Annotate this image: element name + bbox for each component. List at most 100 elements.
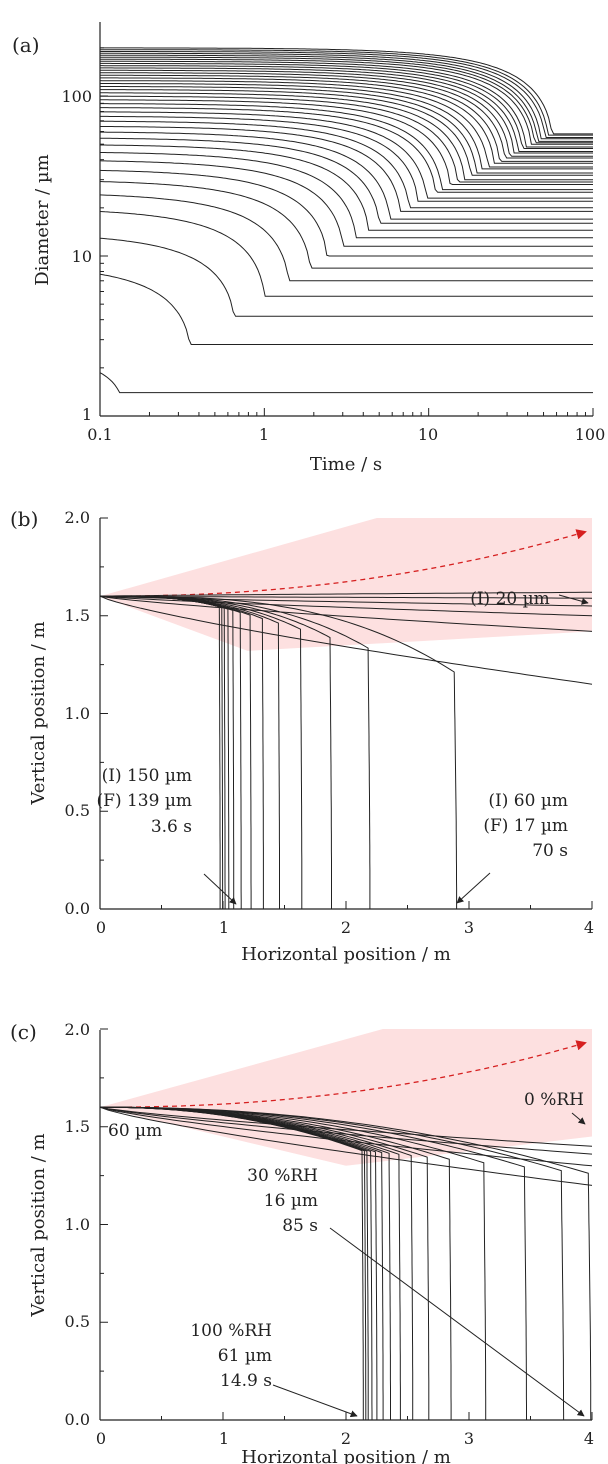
diameter-curve (99, 273, 593, 345)
diameter-curve (100, 69, 593, 157)
y-tick-label: 0.5 (65, 801, 90, 820)
y-tick-label: 1.5 (65, 606, 90, 625)
x-tick-label: 0 (96, 1429, 106, 1448)
panel-a-ticks (99, 47, 594, 417)
diameter-curve (100, 67, 593, 154)
diameter-curve (100, 111, 593, 199)
x-tick-label: 1 (219, 1429, 229, 1448)
jet-centerline (100, 529, 587, 597)
x-tick-label: 2 (341, 918, 351, 937)
annotation-arrow (456, 872, 491, 904)
annotation-arrow (571, 1112, 586, 1125)
x-tick-label: 10 (418, 425, 438, 444)
diameter-curve (100, 107, 593, 193)
panel-a-label: (a) (12, 33, 40, 57)
panel-b-ticks (99, 517, 593, 910)
trajectory-airborne (99, 1106, 593, 1147)
diameter-curve (100, 115, 593, 202)
trajectory-airborne (99, 595, 593, 632)
panel-a-plot (99, 47, 593, 394)
y-tick-label: 100 (61, 87, 92, 106)
trajectory (100, 595, 235, 909)
x-tick-label: 4 (584, 1429, 594, 1448)
trajectory (100, 595, 224, 909)
panel-b: (b) 0.0 0.5 1.0 1.5 2.0 0 1 2 3 4 Horizo… (10, 507, 594, 965)
y-tick-label: 1.0 (65, 1215, 90, 1234)
annotation-60um-time: 70 s (532, 841, 568, 861)
y-tick-label: 2.0 (65, 1020, 90, 1039)
x-tick-label: 3 (464, 918, 474, 937)
annotation-60um-initial: (I) 60 µm (488, 791, 568, 811)
x-tick-label: 1 (259, 425, 269, 444)
annotation-arrow (558, 594, 589, 605)
annotation-30rh-size: 16 µm (264, 1191, 318, 1211)
trajectory (100, 595, 458, 909)
diameter-curve (100, 52, 593, 140)
diameter-curve (100, 72, 593, 159)
panel-a-axes (99, 22, 593, 417)
diameter-curve (99, 211, 593, 297)
annotation-150um-final: (F) 139 µm (97, 791, 192, 811)
y-tick-label: 2.0 (65, 508, 90, 527)
diameter-curve (99, 120, 593, 209)
annotation-0rh: 0 %RH (524, 1090, 584, 1110)
diameter-curve (100, 77, 593, 164)
diameter-curve (100, 92, 593, 181)
trajectory-airborne (99, 1106, 593, 1155)
annotation-100rh-size: 61 µm (218, 1346, 272, 1366)
annotation-150um-time: 3.6 s (151, 817, 192, 837)
x-tick-label: 2 (341, 1429, 351, 1448)
diameter-curve (99, 80, 593, 168)
jet-region (100, 1029, 592, 1166)
y-tick-label: 1 (82, 405, 92, 424)
y-tick-label: 0.5 (65, 1312, 90, 1331)
diameter-curve (100, 74, 593, 162)
x-axis-label: Time / s (310, 454, 382, 475)
y-axis-label: Vertical position / m (28, 1133, 49, 1317)
diameter-curve (100, 89, 593, 176)
trajectory-airborne (99, 591, 592, 597)
x-tick-label: 100 (575, 425, 606, 444)
annotation-60um-final: (F) 17 µm (483, 816, 568, 836)
x-axis-label: Horizontal position / m (241, 1447, 451, 1464)
annotation-60um: 60 µm (108, 1121, 162, 1141)
diameter-curve (100, 47, 593, 135)
diameter-curve (100, 103, 593, 191)
annotation-150um-initial: (I) 150 µm (102, 766, 192, 786)
annotation-arrow (203, 873, 237, 905)
y-tick-label: 0.0 (65, 1410, 90, 1429)
diameter-curve (100, 62, 593, 149)
panel-c-plot (99, 1029, 593, 1421)
diameter-curve (99, 169, 593, 257)
trajectory (100, 595, 221, 909)
diameter-curve (100, 54, 593, 142)
diameter-curve (100, 60, 593, 148)
y-tick-label: 10 (72, 247, 92, 266)
trajectory-airborne (99, 1106, 593, 1186)
y-tick-label: 1.5 (65, 1117, 90, 1136)
diameter-curve (100, 131, 593, 220)
y-axis-label: Vertical position / m (28, 621, 49, 805)
panel-b-label: (b) (10, 507, 38, 531)
trajectory-airborne (99, 595, 593, 685)
trajectory (100, 1106, 592, 1421)
trajectory-airborne (99, 595, 593, 607)
diameter-curve (99, 181, 593, 269)
annotation-arrow (272, 1384, 358, 1418)
annotation-100rh-time: 14.9 s (220, 1371, 272, 1391)
annotation-30rh-time: 85 s (282, 1216, 318, 1236)
diameter-curve (100, 58, 593, 145)
diameter-curve (100, 99, 593, 185)
diameter-curve (100, 56, 593, 144)
diameter-curve (100, 49, 593, 136)
diameter-curve (100, 51, 593, 138)
diameter-curve (99, 137, 593, 224)
x-tick-label: 3 (464, 1429, 474, 1448)
diameter-curve (99, 194, 593, 282)
trajectory (100, 595, 226, 909)
trajectory-airborne (99, 595, 593, 617)
trajectory-airborne (99, 595, 593, 599)
diameter-curve (100, 65, 593, 152)
annotation-20um: (I) 20 µm (470, 589, 550, 609)
